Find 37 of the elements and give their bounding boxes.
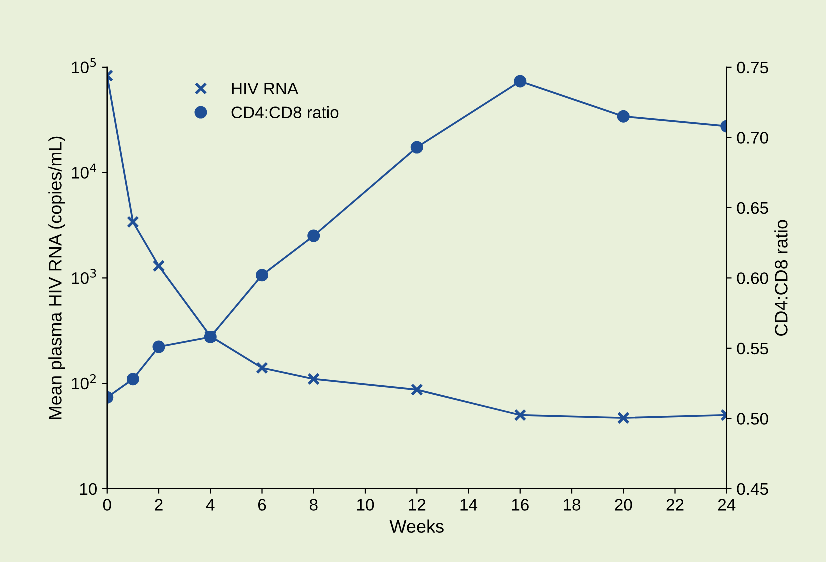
legend-label: HIV RNA — [232, 83, 299, 95]
x-tick-label: 24 — [718, 499, 736, 511]
point — [308, 372, 320, 386]
x-tick-label: 4 — [206, 499, 215, 511]
point — [152, 260, 166, 272]
x-tick-label: 22 — [666, 499, 684, 511]
y2-tick-label: 0.70 — [737, 132, 768, 144]
point — [514, 409, 527, 422]
y2-tick-label: 0.75 — [737, 62, 768, 74]
y2-tick-label: 0.45 — [737, 483, 768, 496]
x-tick-label: 14 — [460, 499, 478, 511]
y2-tick-label: 0.55 — [737, 342, 768, 355]
y2-tick-label: 0.60 — [737, 272, 768, 284]
x-tick-label: 0 — [103, 499, 112, 511]
x-axis-title: Weeks — [390, 520, 444, 534]
point — [410, 384, 424, 396]
point — [256, 362, 269, 374]
y2-axis-title: CD4:CD8 ratio — [774, 220, 788, 336]
x-tick-label: 10 — [358, 499, 374, 511]
x-tick-label: 8 — [310, 499, 318, 511]
y-tick-label: 10$^{5}$ — [72, 58, 96, 74]
y-tick-label: 10$^{2}$ — [72, 374, 96, 390]
y-tick-label: 10 — [80, 483, 98, 496]
x-tick-label: 12 — [409, 499, 426, 511]
y2-tick-label: 0.65 — [737, 202, 768, 214]
x-tick-label: 16 — [512, 499, 529, 511]
legend-label: CD4:CD8 ratio — [232, 106, 339, 119]
y-tick-label: 10$^{3}$ — [72, 269, 96, 284]
y2-tick-label: 0.50 — [737, 413, 768, 425]
point — [617, 412, 630, 424]
x-tick-label: 2 — [155, 499, 163, 511]
point — [126, 216, 140, 228]
x-tick-label: 6 — [258, 499, 266, 511]
y-tick-label: 10$^{4}$ — [72, 164, 96, 179]
x-tick-label: 18 — [564, 499, 581, 511]
y-axis-title: Mean plasma HIV RNA (copies/mL) — [48, 136, 66, 420]
x-tick-label: 20 — [615, 499, 632, 511]
